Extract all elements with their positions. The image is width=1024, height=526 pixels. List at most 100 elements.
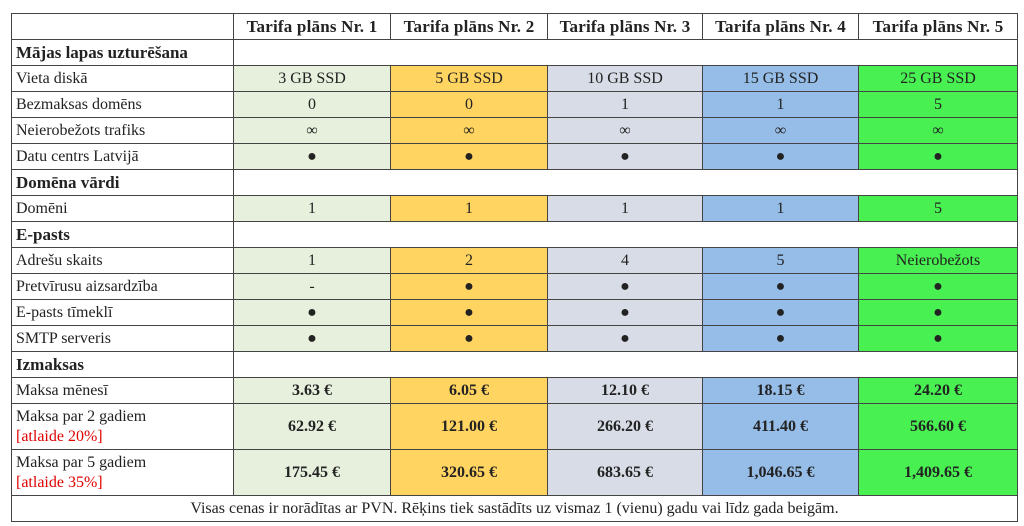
bullet-icon: ● xyxy=(390,299,548,326)
bullet-icon: ● xyxy=(702,273,859,300)
row-label-5-year-price: Maksa par 5 gadiem [atlaide 35%] xyxy=(11,449,234,496)
price-cell: 566.60 € xyxy=(858,403,1018,450)
row-label-webmail: E-pasts tīmeklī xyxy=(11,299,234,326)
table-row: Maksa mēnesī 3.63 € 6.05 € 12.10 € 18.15… xyxy=(11,377,1018,404)
price-cell: 62.92 € xyxy=(233,403,391,450)
price-cell: 683.65 € xyxy=(547,449,703,496)
bullet-icon: ● xyxy=(858,143,1018,170)
table-cell: 1 xyxy=(702,91,859,118)
plan-header-5: Tarifa plāns Nr. 5 xyxy=(858,13,1018,40)
table-cell: 1 xyxy=(547,91,703,118)
table-cell: 5 xyxy=(702,247,859,274)
infinity-icon: ∞ xyxy=(390,117,548,144)
pricing-table: Tarifa plāns Nr. 1 Tarifa plāns Nr. 2 Ta… xyxy=(11,13,1018,522)
price-cell: 266.20 € xyxy=(547,403,703,450)
row-label-text: Maksa par 5 gadiem xyxy=(16,453,147,471)
price-cell: 12.10 € xyxy=(547,377,703,404)
table-row: Maksa par 5 gadiem [atlaide 35%] 175.45 … xyxy=(11,449,1018,496)
section-fill xyxy=(233,39,1018,66)
price-cell: 121.00 € xyxy=(390,403,548,450)
price-cell: 1,046.65 € xyxy=(702,449,859,496)
row-label-free-domain: Bezmaksas domēns xyxy=(11,91,234,118)
section-title-email: E-pasts xyxy=(11,221,234,248)
infinity-icon: ∞ xyxy=(233,117,391,144)
row-label-text: Maksa par 2 gadiem xyxy=(16,407,147,425)
bullet-icon: ● xyxy=(858,325,1018,352)
section-row-costs: Izmaksas xyxy=(11,351,1018,378)
plan-header-4: Tarifa plāns Nr. 4 xyxy=(702,13,859,40)
table-cell: 1 xyxy=(702,195,859,222)
section-fill xyxy=(233,221,1018,248)
section-row-email: E-pasts xyxy=(11,221,1018,248)
price-cell: 320.65 € xyxy=(390,449,548,496)
row-label-smtp: SMTP serveris xyxy=(11,325,234,352)
dash-icon: - xyxy=(233,273,391,300)
price-cell: 3.63 € xyxy=(233,377,391,404)
plan-header-2: Tarifa plāns Nr. 2 xyxy=(390,13,548,40)
bullet-icon: ● xyxy=(233,143,391,170)
discount-badge: [atlaide 35%] xyxy=(16,473,103,491)
table-cell: 1 xyxy=(547,195,703,222)
bullet-icon: ● xyxy=(702,325,859,352)
table-row: Maksa par 2 gadiem [atlaide 20%] 62.92 €… xyxy=(11,403,1018,450)
bullet-icon: ● xyxy=(858,273,1018,300)
table-cell: 5 xyxy=(858,195,1018,222)
table-cell: 1 xyxy=(390,195,548,222)
bullet-icon: ● xyxy=(858,299,1018,326)
section-fill xyxy=(233,169,1018,196)
row-label-2-year-price: Maksa par 2 gadiem [atlaide 20%] xyxy=(11,403,234,450)
table-cell: Neierobežots xyxy=(858,247,1018,274)
price-cell: 1,409.65 € xyxy=(858,449,1018,496)
table-cell: 5 GB SSD xyxy=(390,65,548,92)
section-row-domains: Domēna vārdi xyxy=(11,169,1018,196)
row-label-disk-space: Vieta diskā xyxy=(11,65,234,92)
price-cell: 175.45 € xyxy=(233,449,391,496)
table-row: Neierobežots trafiks ∞ ∞ ∞ ∞ ∞ xyxy=(11,117,1018,144)
price-cell: 6.05 € xyxy=(390,377,548,404)
table-cell: 1 xyxy=(233,247,391,274)
price-cell: 18.15 € xyxy=(702,377,859,404)
vat-note: Visas cenas ir norādītas ar PVN. Rēķins … xyxy=(11,495,1018,522)
table-row: Pretvīrusu aizsardzība - ● ● ● ● xyxy=(11,273,1018,300)
header-corner xyxy=(11,13,234,40)
table-row: SMTP serveris ● ● ● ● ● xyxy=(11,325,1018,352)
bullet-icon: ● xyxy=(547,143,703,170)
section-fill xyxy=(233,351,1018,378)
section-title-hosting: Mājas lapas uzturēšana xyxy=(11,39,234,66)
section-row-hosting: Mājas lapas uzturēšana xyxy=(11,39,1018,66)
bullet-icon: ● xyxy=(702,143,859,170)
infinity-icon: ∞ xyxy=(858,117,1018,144)
section-title-costs: Izmaksas xyxy=(11,351,234,378)
footer-row: Visas cenas ir norādītas ar PVN. Rēķins … xyxy=(11,495,1018,522)
table-cell: 0 xyxy=(233,91,391,118)
row-label-antivirus: Pretvīrusu aizsardzība xyxy=(11,273,234,300)
table-cell: 1 xyxy=(233,195,391,222)
bullet-icon: ● xyxy=(547,299,703,326)
table-cell: 15 GB SSD xyxy=(702,65,859,92)
row-label-monthly-price: Maksa mēnesī xyxy=(11,377,234,404)
plan-header-3: Tarifa plāns Nr. 3 xyxy=(547,13,703,40)
infinity-icon: ∞ xyxy=(702,117,859,144)
table-cell: 0 xyxy=(390,91,548,118)
table-row: Adrešu skaits 1 2 4 5 Neierobežots xyxy=(11,247,1018,274)
price-cell: 411.40 € xyxy=(702,403,859,450)
table-row: E-pasts tīmeklī ● ● ● ● ● xyxy=(11,299,1018,326)
bullet-icon: ● xyxy=(702,299,859,326)
discount-badge: [atlaide 20%] xyxy=(16,427,103,445)
table-row: Bezmaksas domēns 0 0 1 1 5 xyxy=(11,91,1018,118)
plan-header-row: Tarifa plāns Nr. 1 Tarifa plāns Nr. 2 Ta… xyxy=(11,13,1018,40)
row-label-address-count: Adrešu skaits xyxy=(11,247,234,274)
table-row: Datu centrs Latvijā ● ● ● ● ● xyxy=(11,143,1018,170)
bullet-icon: ● xyxy=(233,325,391,352)
bullet-icon: ● xyxy=(390,143,548,170)
row-label-unlimited-traffic: Neierobežots trafiks xyxy=(11,117,234,144)
table-cell: 4 xyxy=(547,247,703,274)
table-cell: 3 GB SSD xyxy=(233,65,391,92)
bullet-icon: ● xyxy=(547,325,703,352)
bullet-icon: ● xyxy=(390,325,548,352)
table-row: Vieta diskā 3 GB SSD 5 GB SSD 10 GB SSD … xyxy=(11,65,1018,92)
bullet-icon: ● xyxy=(233,299,391,326)
price-cell: 24.20 € xyxy=(858,377,1018,404)
row-label-datacenter-latvia: Datu centrs Latvijā xyxy=(11,143,234,170)
table-cell: 5 xyxy=(858,91,1018,118)
